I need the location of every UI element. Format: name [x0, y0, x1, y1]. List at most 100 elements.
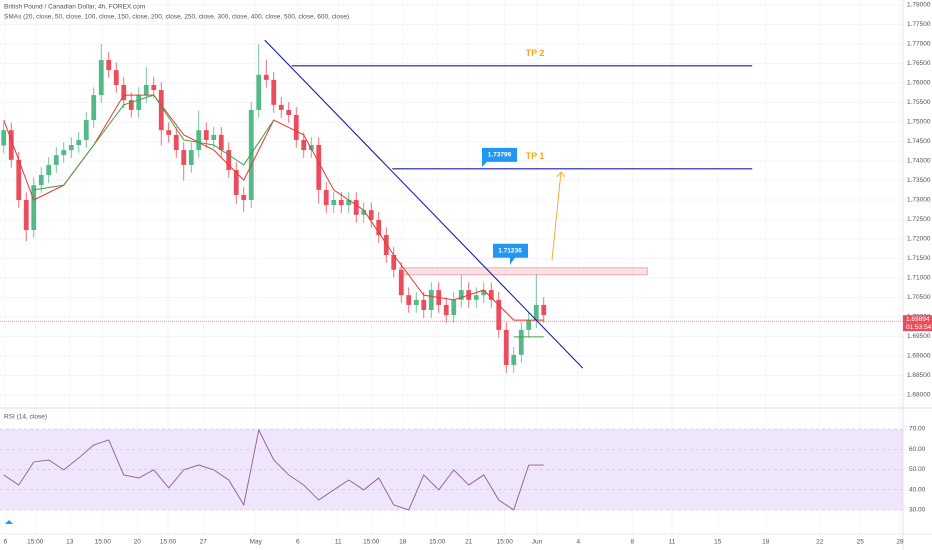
callout-label: 1.73799 [488, 152, 512, 159]
y-tick-label: 1.68000 [907, 392, 931, 399]
candle-body [211, 134, 217, 140]
rsi-line [3, 428, 544, 511]
y-tick-label: 1.69000 [907, 353, 931, 360]
y-tick-label: 1.76500 [907, 60, 931, 67]
candle-body [488, 290, 494, 300]
candle-body [286, 109, 292, 115]
candle-body [398, 269, 404, 296]
rsi-tick-label: 40.00 [909, 486, 926, 493]
candle-body [166, 130, 172, 135]
candle-body [68, 145, 74, 151]
axes: 1.680001.685001.690001.695001.700001.705… [3, 2, 932, 546]
x-tick-label: 4 [576, 539, 580, 546]
x-tick-label: 27 [200, 539, 208, 546]
logo [5, 520, 13, 524]
candle-body [541, 304, 547, 316]
candle-body [293, 114, 299, 140]
last-price-tag [903, 315, 932, 332]
candle-body [503, 329, 509, 365]
candle-body [458, 290, 464, 300]
candle-body [31, 185, 37, 231]
y-tick-label: 1.68500 [907, 372, 931, 379]
candle-body [23, 200, 29, 231]
x-tick-label: 11 [669, 539, 676, 546]
candle-body [481, 290, 487, 296]
y-tick-label: 1.73000 [907, 197, 931, 204]
y-tick-label: 1.75500 [907, 99, 931, 106]
candle-body [308, 145, 314, 151]
callout-box [482, 147, 517, 167]
candle-body [376, 219, 382, 236]
candle-body [323, 189, 329, 206]
candle-body [233, 169, 239, 195]
x-tick-label: 25 [857, 539, 865, 546]
target-label: TP 1 [526, 151, 545, 161]
candle-body [241, 194, 247, 201]
candle-body [158, 90, 164, 131]
candle-body [38, 175, 44, 186]
y-tick-label: 1.71500 [907, 255, 931, 262]
callout-label: 1.71236 [498, 248, 522, 255]
x-tick-label: Jun [532, 539, 543, 546]
x-tick-label: 20 [134, 539, 142, 546]
x-tick-label: 18 [762, 539, 770, 546]
candle-body [46, 164, 52, 176]
x-tick-label: 8 [630, 539, 634, 546]
candle-body [271, 79, 277, 105]
trendline [264, 39, 584, 369]
candle-body [91, 95, 97, 121]
arrow-head [556, 171, 566, 178]
target-label: TP 2 [526, 48, 545, 58]
rsi-tick-label: 30.00 [909, 507, 926, 514]
price-axis [903, 0, 932, 550]
candle-body [151, 84, 157, 91]
x-tick-label: May [250, 539, 263, 546]
rsi-tick-label: 50.00 [909, 466, 926, 473]
candle-body [248, 109, 254, 201]
x-tick-label: 11 [335, 539, 342, 546]
y-tick-label: 1.69500 [907, 333, 931, 340]
candle-body [113, 70, 119, 85]
candle-body [53, 155, 59, 165]
candle-body [128, 100, 134, 110]
candle-body [188, 150, 194, 165]
candle-body [83, 120, 89, 140]
candle-body [533, 304, 539, 321]
x-tick-label: 21 [465, 539, 473, 546]
candle-body [451, 299, 457, 316]
x-tick-label: 18 [399, 539, 407, 546]
x-tick-label: 15:00 [363, 539, 380, 546]
x-tick-label: 6 [296, 539, 300, 546]
candle-body [256, 74, 262, 110]
y-tick-label: 1.74500 [907, 138, 931, 145]
y-tick-label: 1.76000 [907, 80, 931, 87]
candle-body [61, 150, 67, 156]
candle-body [421, 299, 427, 310]
candle-body [98, 59, 104, 96]
x-tick-label: 13 [66, 539, 74, 546]
indicator-legend: SMAs (20, close, 50, close, 100, close, … [4, 14, 349, 21]
candle-body [428, 290, 434, 310]
y-tick-label: 1.74000 [907, 158, 931, 165]
y-tick-label: 1.72500 [907, 216, 931, 223]
callout-box [493, 243, 528, 265]
candle-body [496, 299, 502, 330]
price-pane: TP 2 TP 1 1.73799 1.71236 [0, 39, 903, 373]
candle-body [361, 210, 367, 215]
x-tick-label: 15 [714, 539, 722, 546]
x-tick-label: 28 [896, 539, 904, 546]
rsi-tick-label: 60.00 [909, 446, 926, 453]
candle-body [16, 159, 22, 201]
x-tick-label: 15:00 [497, 539, 514, 546]
y-tick-label: 1.75000 [907, 119, 931, 126]
candle-body [218, 134, 224, 151]
y-tick-label: 1.73500 [907, 177, 931, 184]
candle-body [76, 139, 82, 146]
candle-body [263, 74, 269, 80]
y-tick-label: 1.72000 [907, 236, 931, 243]
y-tick-label: 1.71000 [907, 275, 931, 282]
x-tick-label: 15:00 [429, 539, 446, 546]
candle-body [473, 295, 479, 300]
candle-body [353, 200, 359, 215]
